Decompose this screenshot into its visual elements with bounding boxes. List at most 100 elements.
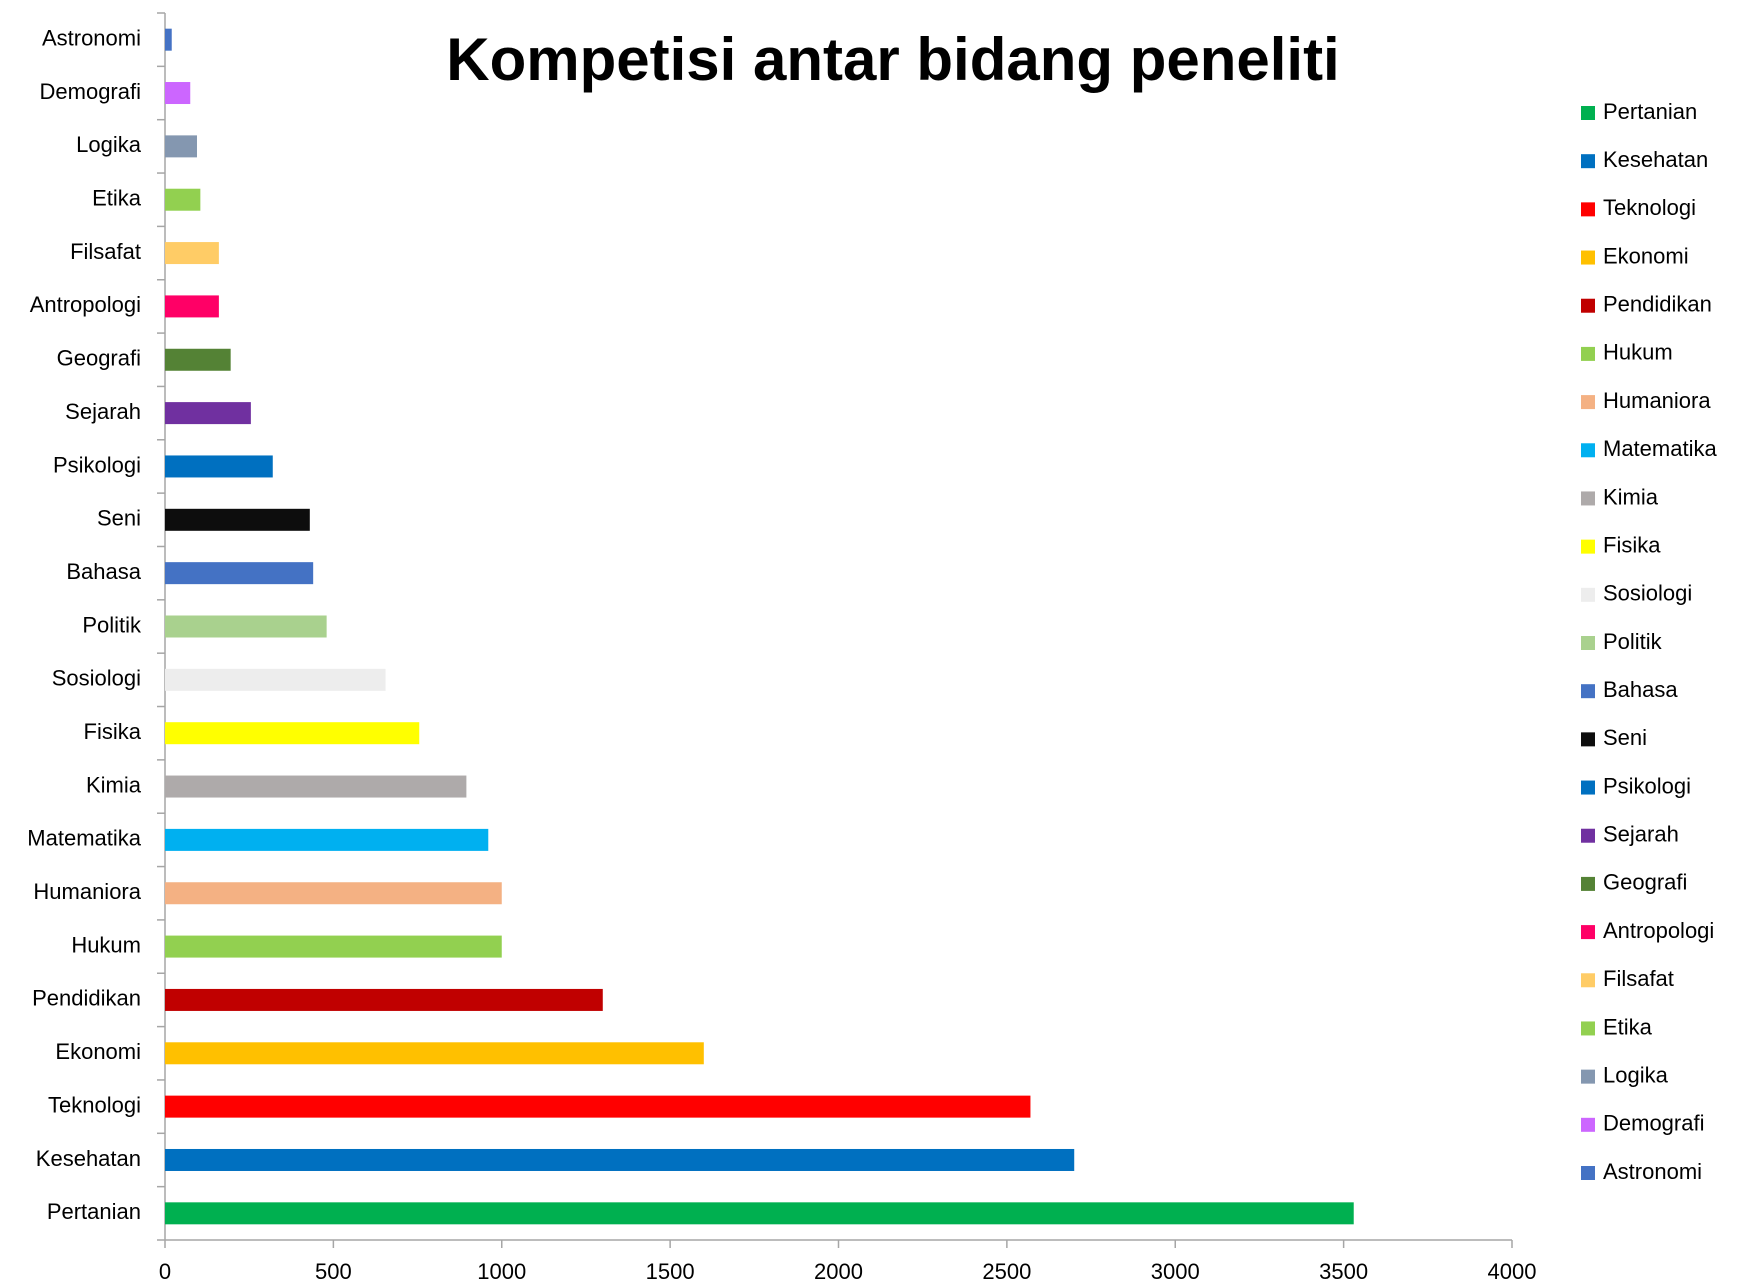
y-tick-label: Demografi xyxy=(40,79,141,104)
legend-swatch xyxy=(1581,443,1595,458)
y-tick-label: Pertanian xyxy=(47,1199,141,1224)
bar xyxy=(165,668,386,691)
y-tick-label: Humaniora xyxy=(33,879,141,904)
y-tick-label: Teknologi xyxy=(48,1092,141,1117)
y-tick-label: Kimia xyxy=(86,772,142,797)
y-tick-label: Ekonomi xyxy=(55,1039,141,1064)
legend-label: Fisika xyxy=(1603,532,1661,557)
bar xyxy=(165,988,603,1011)
legend-swatch xyxy=(1581,780,1595,795)
legend-label: Sejarah xyxy=(1603,822,1679,847)
legend-swatch xyxy=(1581,395,1595,410)
legend-label: Kesehatan xyxy=(1603,147,1708,172)
legend-label: Etika xyxy=(1603,1014,1653,1039)
bar xyxy=(165,935,502,958)
legend-label: Seni xyxy=(1603,725,1647,750)
bar xyxy=(165,508,310,531)
bar xyxy=(165,402,251,425)
x-tick-label: 2000 xyxy=(814,1259,863,1284)
bar xyxy=(165,455,273,478)
legend-swatch xyxy=(1581,636,1595,650)
y-tick-label: Etika xyxy=(92,186,142,211)
y-tick-label: Bahasa xyxy=(66,559,141,584)
bar xyxy=(165,615,327,638)
legend-label: Hukum xyxy=(1603,340,1673,365)
legend-swatch xyxy=(1581,250,1595,265)
legend-swatch xyxy=(1581,732,1595,747)
legend-swatch xyxy=(1581,1069,1595,1084)
legend-swatch xyxy=(1581,298,1595,313)
legend-swatch xyxy=(1581,1021,1595,1036)
legend-label: Astronomi xyxy=(1603,1159,1702,1184)
legend-label: Ekonomi xyxy=(1603,243,1689,268)
bar xyxy=(165,1148,1075,1171)
y-tick-label: Fisika xyxy=(84,719,142,744)
x-tick-label: 4000 xyxy=(1488,1259,1537,1284)
legend-label: Sosiologi xyxy=(1603,581,1692,606)
x-tick-label: 500 xyxy=(315,1259,352,1284)
y-tick-label: Kesehatan xyxy=(36,1146,141,1171)
legend-swatch xyxy=(1581,684,1595,699)
y-tick-label: Astronomi xyxy=(42,25,141,50)
legend-swatch xyxy=(1581,973,1595,988)
y-tick-label: Filsafat xyxy=(70,239,141,264)
legend-label: Politik xyxy=(1603,629,1663,654)
x-tick-label: 0 xyxy=(159,1259,171,1284)
bar xyxy=(165,295,219,318)
legend-label: Bahasa xyxy=(1603,677,1678,702)
legend-label: Teknologi xyxy=(1603,195,1696,220)
x-tick-label: 2500 xyxy=(982,1259,1031,1284)
y-tick-label: Geografi xyxy=(57,346,141,371)
bar xyxy=(165,882,502,905)
bar xyxy=(165,828,489,851)
y-tick-label: Sosiologi xyxy=(52,666,141,691)
bar xyxy=(165,1095,1031,1118)
legend-label: Pertanian xyxy=(1603,99,1697,124)
legend-label: Humaniora xyxy=(1603,388,1711,413)
legend-swatch xyxy=(1581,876,1595,891)
bar xyxy=(165,562,314,585)
bar xyxy=(165,135,197,158)
y-tick-label: Sejarah xyxy=(65,399,141,424)
legend-swatch xyxy=(1581,202,1595,217)
y-tick-label: Politik xyxy=(82,612,142,637)
legend-swatch xyxy=(1581,925,1595,940)
bar xyxy=(165,242,219,265)
legend-swatch xyxy=(1581,1166,1595,1180)
y-tick-label: Psikologi xyxy=(53,452,141,477)
bar xyxy=(165,1042,704,1065)
y-tick-label: Hukum xyxy=(71,932,141,957)
legend-label: Psikologi xyxy=(1603,773,1691,798)
legend-label: Pendidikan xyxy=(1603,292,1712,317)
legend-swatch xyxy=(1581,491,1595,506)
x-tick-label: 1000 xyxy=(477,1259,526,1284)
bar xyxy=(165,188,201,211)
legend-swatch xyxy=(1581,346,1595,361)
legend-swatch xyxy=(1581,106,1595,120)
x-tick-label: 3000 xyxy=(1151,1259,1200,1284)
legend-label: Logika xyxy=(1603,1062,1669,1087)
bar xyxy=(165,1202,1354,1225)
y-tick-label: Seni xyxy=(97,506,141,531)
y-tick-label: Matematika xyxy=(27,826,141,851)
bar xyxy=(165,28,172,51)
legend-swatch xyxy=(1581,539,1595,554)
legend-swatch xyxy=(1581,1117,1595,1132)
bar xyxy=(165,722,420,745)
bar xyxy=(165,348,231,371)
bar xyxy=(165,775,467,798)
legend-swatch xyxy=(1581,154,1595,169)
y-tick-label: Pendidikan xyxy=(32,986,141,1011)
legend-label: Antropologi xyxy=(1603,918,1714,943)
chart-title: Kompetisi antar bidang peneliti xyxy=(446,26,1339,93)
y-tick-label: Antropologi xyxy=(30,292,141,317)
legend-swatch xyxy=(1581,587,1595,602)
legend-swatch xyxy=(1581,828,1595,843)
x-tick-label: 1500 xyxy=(646,1259,695,1284)
legend-label: Filsafat xyxy=(1603,966,1674,991)
bar xyxy=(165,82,191,105)
legend-label: Matematika xyxy=(1603,436,1717,461)
legend-label: Demografi xyxy=(1603,1111,1704,1136)
y-tick-label: Logika xyxy=(76,132,142,157)
